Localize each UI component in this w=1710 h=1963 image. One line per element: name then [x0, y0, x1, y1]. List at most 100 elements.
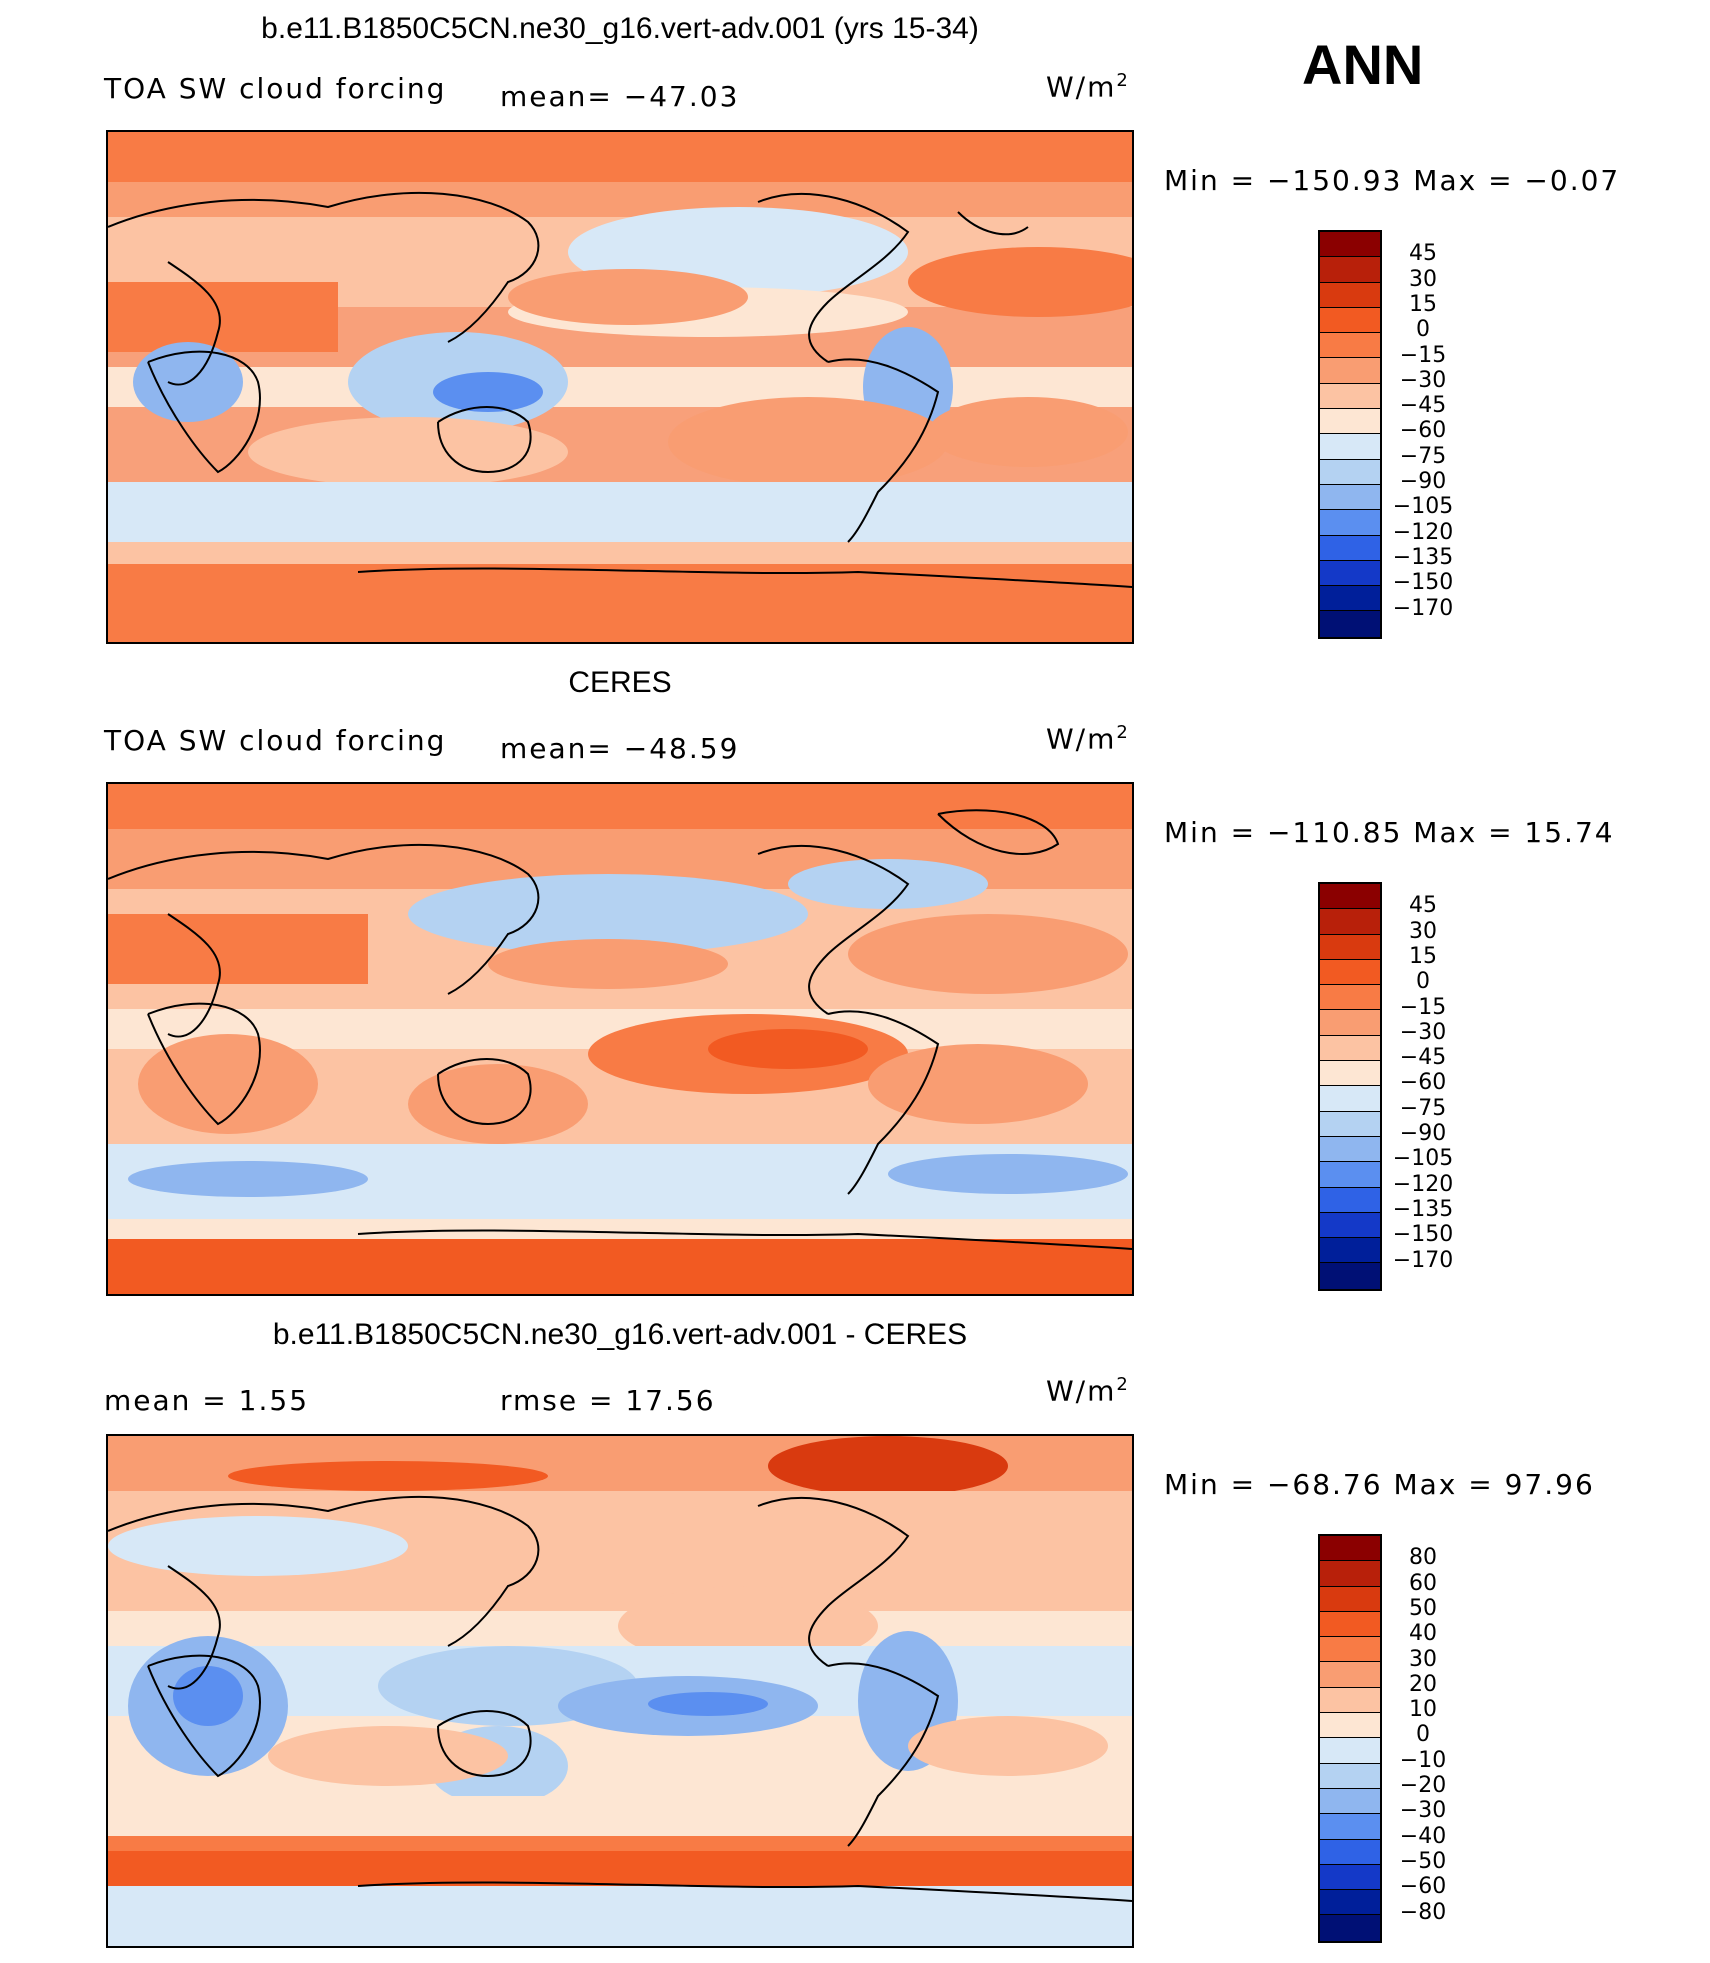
colorbar-swatch [1320, 1561, 1380, 1587]
colorbar-tick-label: −30 [1399, 1798, 1447, 1824]
colorbar-swatch [1320, 257, 1380, 283]
panel-3-rmse: rmse = 17.56 [500, 1384, 716, 1417]
colorbar-tick-label: −40 [1399, 1823, 1447, 1849]
colorbar-swatch [1320, 1611, 1380, 1638]
colorbar-swatch [1320, 1763, 1380, 1789]
panel-3-title: b.e11.B1850C5CN.ne30_g16.vert-adv.001 - … [272, 1318, 968, 1351]
colorbar-tick-label: 45 [1409, 893, 1437, 919]
colorbar-swatch [1320, 434, 1380, 460]
panel-2-variable-label: TOA SW cloud forcing [104, 724, 447, 757]
panel-1-mean: mean= −47.03 [500, 80, 740, 113]
panel-1-minmax: Min = −150.93 Max = −0.07 [1164, 164, 1621, 197]
colorbar-tick-label: −30 [1399, 367, 1447, 393]
colorbar-tick-label: 15 [1409, 291, 1437, 317]
colorbar-tick-label: 10 [1409, 1697, 1437, 1723]
panel-3-minmax: Min = −68.76 Max = 97.96 [1164, 1468, 1595, 1501]
colorbar-tick-label: −60 [1399, 418, 1447, 444]
colorbar-tick-label: 30 [1409, 918, 1437, 944]
colorbar-tick-label: 50 [1409, 1595, 1437, 1621]
colorbar-swatch [1320, 282, 1380, 308]
panel-3-map [106, 1434, 1134, 1948]
colorbar-tick-label: 40 [1409, 1621, 1437, 1647]
colorbar-swatch [1320, 383, 1380, 410]
colorbar-swatch [1320, 1061, 1380, 1087]
colorbar-swatch [1320, 1788, 1380, 1815]
colorbar-tick-label: −120 [1392, 519, 1454, 545]
colorbar-tick-label: −90 [1399, 469, 1447, 494]
season-label: ANN [1302, 33, 1424, 96]
colorbar-tick-label: 15 [1409, 943, 1437, 969]
colorbar-swatch [1320, 459, 1380, 485]
colorbar-tick-label: −75 [1399, 1095, 1447, 1121]
colorbar-swatch [1320, 1187, 1380, 1213]
panel-2-title: CERES [568, 666, 672, 699]
colorbar-tick-label: 0 [1416, 317, 1430, 343]
panel-3-mean: mean = 1.55 [104, 1384, 310, 1417]
colorbar-tick-label: −105 [1392, 494, 1454, 520]
panel-2-colorbar [1318, 882, 1382, 1291]
panel-2-minmax: Min = −110.85 Max = 15.74 [1164, 816, 1615, 849]
colorbar-swatch [1320, 959, 1380, 986]
colorbar-swatch [1320, 535, 1380, 561]
colorbar-tick-label: −50 [1399, 1848, 1447, 1874]
panel-1-contour-field [108, 132, 1132, 642]
colorbar-tick-label: 30 [1409, 1646, 1437, 1672]
panel-2-map [106, 782, 1134, 1296]
colorbar-tick-label: −60 [1399, 1070, 1447, 1096]
colorbar-tick-label: −15 [1399, 994, 1447, 1020]
colorbar-tick-label: 45 [1409, 241, 1437, 267]
colorbar-tick-label: −60 [1399, 1874, 1447, 1900]
colorbar-swatch [1320, 1111, 1380, 1137]
colorbar-swatch [1320, 409, 1380, 435]
colorbar-tick-label: −135 [1392, 1196, 1454, 1222]
colorbar-swatch [1320, 1536, 1380, 1562]
colorbar-swatch [1320, 1915, 1380, 1941]
colorbar-tick-label: −150 [1392, 1222, 1454, 1248]
colorbar-swatch [1320, 560, 1380, 587]
colorbar-tick-label: −15 [1399, 342, 1447, 368]
colorbar-swatch [1320, 1890, 1380, 1916]
panel-2-unit: W/m2 [1046, 722, 1130, 756]
colorbar-swatch [1320, 232, 1380, 258]
colorbar-tick-label: 30 [1409, 266, 1437, 292]
colorbar-tick-label: −30 [1399, 1019, 1447, 1045]
colorbar-swatch [1320, 1738, 1380, 1764]
colorbar-swatch [1320, 1662, 1380, 1688]
panel-1-colorbar [1318, 230, 1382, 639]
colorbar-swatch [1320, 1238, 1380, 1264]
panel-1-unit: W/m2 [1046, 70, 1130, 104]
panel-1-variable-label: TOA SW cloud forcing [104, 72, 447, 105]
colorbar-tick-label: −120 [1392, 1171, 1454, 1197]
colorbar-tick-label: −75 [1399, 443, 1447, 469]
colorbar-swatch [1320, 884, 1380, 910]
colorbar-swatch [1320, 1136, 1380, 1163]
colorbar-swatch [1320, 1162, 1380, 1188]
colorbar-swatch [1320, 484, 1380, 511]
colorbar-tick-label: −150 [1392, 570, 1454, 596]
panel-3-contour-field [108, 1436, 1132, 1946]
colorbar-tick-label: 60 [1409, 1570, 1437, 1596]
panel-3-colorbar [1318, 1534, 1382, 1943]
colorbar-swatch [1320, 985, 1380, 1011]
colorbar-tick-label: 20 [1409, 1671, 1437, 1697]
colorbar-tick-label: −45 [1399, 1045, 1447, 1071]
colorbar-tick-label: −170 [1392, 1247, 1454, 1273]
colorbar-swatch [1320, 1713, 1380, 1739]
colorbar-tick-label: 0 [1416, 1722, 1430, 1748]
colorbar-tick-label: 80 [1409, 1545, 1437, 1571]
colorbar-swatch [1320, 1687, 1380, 1714]
colorbar-swatch [1320, 307, 1380, 334]
colorbar-swatch [1320, 1086, 1380, 1112]
panel-2-contour-field [108, 784, 1132, 1294]
colorbar-swatch [1320, 1263, 1380, 1289]
colorbar-tick-label: −105 [1392, 1146, 1454, 1172]
colorbar-swatch [1320, 1839, 1380, 1865]
panel-3-unit: W/m2 [1046, 1374, 1130, 1408]
colorbar-tick-label: −135 [1392, 544, 1454, 570]
colorbar-swatch [1320, 358, 1380, 384]
colorbar-swatch [1320, 909, 1380, 935]
colorbar-swatch [1320, 510, 1380, 536]
colorbar-swatch [1320, 1035, 1380, 1062]
colorbar-swatch [1320, 1010, 1380, 1036]
colorbar-swatch [1320, 1637, 1380, 1663]
